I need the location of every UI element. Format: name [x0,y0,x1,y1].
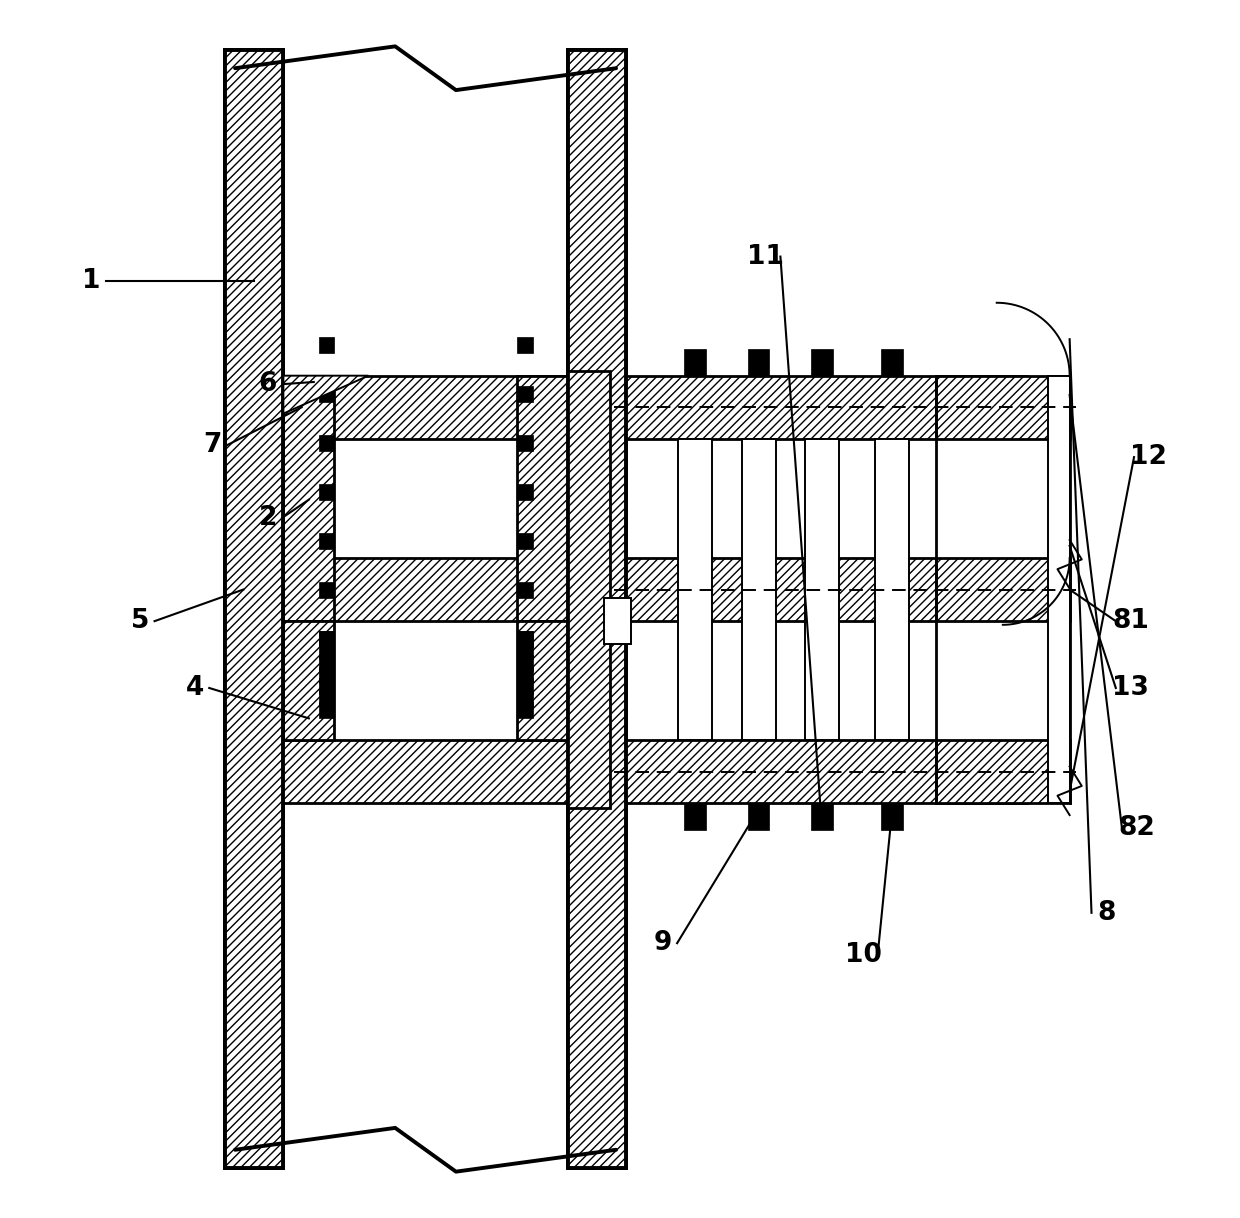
Bar [568,50,626,1168]
Bar [604,598,631,644]
Text: 13: 13 [1112,675,1148,702]
Bar [319,485,335,501]
Text: 81: 81 [1112,608,1148,635]
Bar [224,558,1027,621]
Bar [678,438,712,741]
Bar [517,691,532,706]
Bar [224,741,1027,804]
Bar [517,621,568,741]
Bar [517,702,532,717]
Bar [517,337,532,353]
Bar [875,438,909,741]
Bar [568,50,626,1168]
Text: 8: 8 [1097,900,1115,926]
Bar [1048,375,1070,804]
Bar [319,655,335,671]
Bar [224,375,1027,438]
Bar [517,643,532,659]
Bar [882,804,903,831]
Bar [517,485,532,501]
Text: 2: 2 [258,504,277,531]
Text: 12: 12 [1130,445,1167,470]
Text: 5: 5 [130,608,149,635]
Bar [517,666,532,682]
Bar [319,582,335,598]
Bar [811,348,833,375]
Bar [805,438,838,741]
Text: 6: 6 [258,371,277,397]
Bar [811,804,833,831]
Bar [517,582,532,598]
Bar [517,435,532,451]
Bar [319,435,335,451]
Bar [936,558,1070,621]
Bar [936,558,1070,804]
Text: 82: 82 [1118,815,1154,840]
Bar [335,375,517,621]
Bar [517,375,568,621]
Text: 4: 4 [186,675,203,702]
Bar [748,804,770,831]
Bar [517,655,532,671]
Bar [224,50,284,1168]
Bar [319,386,335,402]
Bar [882,348,903,375]
Text: 9: 9 [653,931,672,956]
Bar [684,348,707,375]
Polygon shape [284,375,368,414]
Text: 10: 10 [844,943,882,968]
Bar [335,621,517,741]
Bar [936,375,1070,621]
Bar [936,741,1070,804]
Text: 1: 1 [82,268,100,294]
Bar [684,804,707,831]
Text: 11: 11 [748,244,785,269]
Bar [319,702,335,717]
Bar [319,678,335,694]
Bar [517,533,532,549]
Bar [517,631,532,647]
Text: 7: 7 [203,432,222,458]
Bar [319,533,335,549]
Bar [568,370,610,809]
Bar [319,691,335,706]
Bar [284,375,335,621]
Bar [319,631,335,647]
Bar [224,50,284,1168]
Bar [742,438,775,741]
Bar [319,631,335,647]
Bar [284,50,568,1168]
Bar [284,621,335,741]
Bar [517,386,532,402]
Bar [319,337,335,353]
Bar [319,666,335,682]
Bar [517,631,532,647]
Bar [748,348,770,375]
Bar [319,643,335,659]
Bar [517,678,532,694]
Bar [936,375,1070,438]
